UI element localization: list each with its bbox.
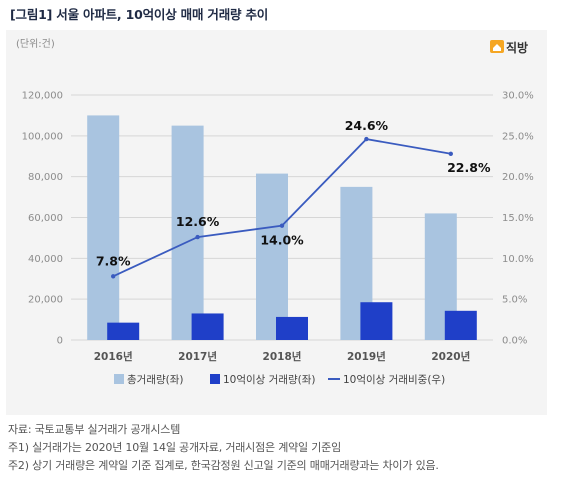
right-axis-tick-label: 10.0% — [502, 254, 534, 265]
right-axis-tick-label: 30.0% — [502, 91, 534, 102]
over-1b-volume-bar — [191, 313, 224, 340]
left-axis-tick-label: 60,000 — [28, 213, 63, 224]
legend-total-volume-swatch — [114, 374, 124, 384]
x-axis-tick-label: 2017년 — [178, 350, 217, 363]
brand-logo: 직방 — [490, 40, 528, 55]
share-point — [448, 151, 453, 156]
brand-name: 직방 — [506, 40, 528, 55]
share-point — [111, 274, 116, 279]
footnote-2: 주2) 상기 거래량은 계약일 기준 집계로, 한국감정원 신고일 기준의 매매… — [8, 459, 439, 472]
total-volume-bar — [171, 125, 204, 340]
legend-total-volume-label: 총거래량(좌) — [127, 374, 184, 386]
right-axis-tick-label: 25.0% — [502, 131, 534, 142]
figure-title: [그림1] 서울 아파트, 10억이상 매매 거래량 추이 — [10, 7, 269, 22]
legend-over-1b-volume-swatch — [210, 374, 220, 384]
share-data-label: 14.0% — [260, 233, 304, 248]
right-axis-tick-label: 15.0% — [502, 213, 534, 224]
total-volume-bar — [256, 173, 288, 340]
share-data-label: 24.6% — [345, 118, 389, 133]
over-1b-volume-bar — [444, 310, 477, 340]
left-axis-tick-label: 120,000 — [22, 91, 63, 102]
share-point — [364, 136, 369, 142]
left-axis-tick-label: 20,000 — [28, 295, 63, 306]
source-note: 자료: 국토교통부 실거래가 공개시스템 — [8, 423, 181, 436]
right-axis-tick-label: 20.0% — [502, 172, 534, 183]
left-axis-tick-label: 100,000 — [22, 131, 63, 142]
x-axis-tick-label: 2018년 — [263, 350, 302, 363]
over-1b-volume-bar — [276, 316, 308, 340]
legend-over-1b-volume-label: 10억이상 거래량(좌) — [223, 374, 316, 386]
over-1b-volume-bar — [107, 322, 140, 340]
legend-over-1b-share-label: 10억이상 거래비중(우) — [343, 374, 445, 386]
share-data-label: 7.8% — [96, 253, 131, 268]
share-point — [279, 223, 285, 228]
x-axis-tick-label: 2020년 — [431, 350, 470, 363]
share-data-label: 22.8% — [447, 160, 491, 175]
x-axis-tick-label: 2016년 — [94, 350, 133, 363]
home-icon — [490, 40, 504, 53]
chart-panel: 0 0.0% 20,000 5.0% 40,000 10.0% 60,000 15.0% 80,… — [6, 30, 547, 415]
over-1b-volume-bar — [360, 302, 393, 340]
share-data-label: 12.6% — [176, 214, 220, 229]
total-volume-bar — [87, 115, 120, 341]
left-axis-tick-label: 80,000 — [28, 172, 63, 183]
right-axis-tick-label: 0.0% — [502, 336, 527, 347]
share-point — [195, 234, 200, 240]
left-axis-tick-label: 0 — [57, 336, 63, 347]
left-axis-tick-label: 40,000 — [28, 254, 63, 265]
unit-label: (단위:건) — [16, 37, 55, 50]
footnote-1: 주1) 실거래가는 2020년 10월 14일 공개자료, 거래시점은 계약일 … — [8, 441, 342, 454]
right-axis-tick-label: 5.0% — [502, 295, 527, 306]
combo-chart: 0 0.0% 20,000 5.0% 40,000 10.0% 60,000 15.0% 80,… — [16, 37, 534, 386]
x-axis-tick-label: 2019년 — [347, 350, 386, 363]
